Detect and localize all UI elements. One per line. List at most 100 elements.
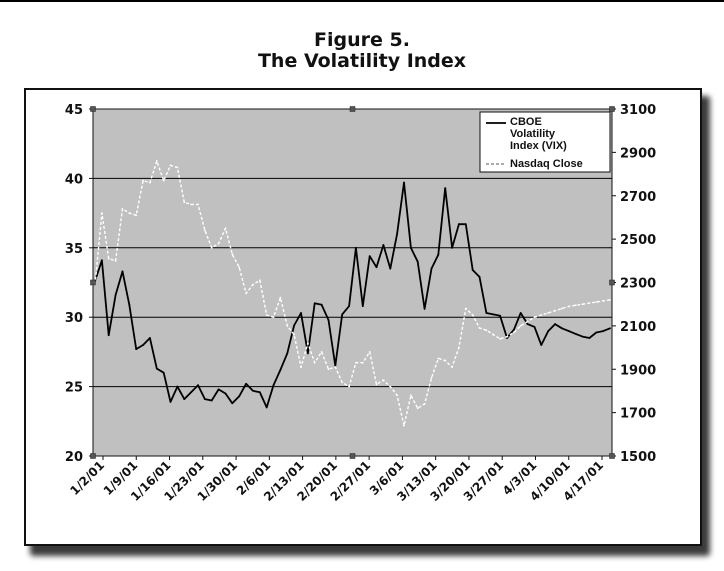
- plot-handle: [609, 453, 615, 459]
- nasdaq-point: [135, 214, 138, 217]
- nasdaq-point: [341, 381, 344, 384]
- nasdaq-point: [519, 324, 522, 327]
- nasdaq-point: [444, 359, 447, 362]
- nasdaq-close-line: [94, 160, 611, 427]
- nasdaq-point: [478, 327, 481, 329]
- vix-point: [142, 344, 144, 346]
- y-left-tick-label: 45: [65, 103, 83, 118]
- y-right-tick-label: 2300: [620, 277, 656, 292]
- nasdaq-point: [183, 201, 186, 204]
- nasdaq-point: [100, 212, 103, 215]
- nasdaq-point: [107, 257, 110, 260]
- vix-point: [561, 327, 563, 330]
- nasdaq-point: [499, 337, 502, 340]
- vix-point: [574, 332, 577, 335]
- vix-point: [567, 330, 570, 332]
- vix-point: [458, 223, 460, 226]
- plot-handle: [609, 279, 615, 286]
- y-right-tick-label: 2500: [620, 233, 656, 248]
- plot-handle: [90, 453, 96, 459]
- y-right-tick-label: 1700: [620, 407, 656, 422]
- vix-point: [355, 246, 357, 249]
- nasdaq-point: [595, 301, 598, 303]
- nasdaq-point: [190, 203, 193, 206]
- vix-point: [176, 385, 179, 388]
- vix-point: [554, 323, 556, 326]
- vix-point: [492, 313, 495, 316]
- vix-point: [217, 388, 220, 391]
- vix-point: [382, 244, 385, 246]
- nasdaq-point: [554, 309, 556, 312]
- nasdaq-point: [245, 292, 247, 295]
- vix-point: [293, 324, 296, 327]
- plot-handle: [90, 279, 96, 286]
- vix-point: [100, 259, 103, 262]
- vix-point: [231, 402, 234, 405]
- figure-title: Figure 5. The Volatility Index: [0, 30, 724, 72]
- vix-point: [464, 223, 467, 226]
- y-left-tick-label: 40: [65, 172, 83, 187]
- vix-point: [128, 303, 131, 306]
- vix-point: [437, 253, 440, 256]
- nasdaq-point: [602, 300, 605, 302]
- y-right-tick-label: 2900: [620, 146, 656, 161]
- figure-heading: The Volatility Index: [257, 50, 467, 72]
- nasdaq-point: [547, 311, 550, 314]
- nasdaq-point: [567, 305, 570, 308]
- y-left-tick-label: 25: [65, 381, 83, 396]
- nasdaq-point: [217, 242, 220, 245]
- y-left-tick-label: 35: [65, 242, 83, 257]
- vix-point: [588, 337, 591, 339]
- vix-point: [368, 255, 371, 258]
- nasdaq-point: [533, 316, 536, 319]
- nasdaq-point: [114, 259, 117, 262]
- nasdaq-point: [306, 342, 309, 345]
- nasdaq-point: [162, 179, 165, 182]
- vix-point: [203, 398, 206, 400]
- nasdaq-point: [327, 368, 330, 371]
- vix-point: [512, 328, 515, 331]
- vix-point: [265, 406, 268, 409]
- vix-point: [320, 303, 323, 306]
- vix-point: [279, 369, 282, 371]
- vix-point: [313, 302, 316, 305]
- nasdaq-point: [203, 229, 206, 232]
- nasdaq-point: [142, 179, 144, 182]
- vix-point: [114, 294, 117, 296]
- nasdaq-point: [286, 324, 289, 327]
- plot-handle: [349, 453, 356, 459]
- nasdaq-point: [382, 379, 385, 381]
- vix-point: [396, 233, 399, 235]
- nasdaq-point: [492, 333, 495, 336]
- vix-point: [306, 352, 309, 355]
- vix-point: [361, 305, 364, 307]
- vix-point: [581, 335, 584, 338]
- nasdaq-point: [485, 329, 488, 332]
- vix-point: [169, 400, 172, 403]
- nasdaq-point: [149, 181, 151, 184]
- nasdaq-point: [121, 207, 124, 210]
- nasdaq-point: [409, 394, 412, 397]
- vix-point: [409, 246, 412, 249]
- nasdaq-point: [437, 357, 440, 360]
- nasdaq-point: [389, 385, 392, 388]
- nasdaq-point: [588, 302, 591, 305]
- nasdaq-point: [403, 424, 405, 427]
- vix-point: [389, 267, 392, 270]
- y-right-tick-label: 3100: [620, 103, 656, 118]
- vix-point: [327, 319, 330, 321]
- nasdaq-point: [526, 320, 529, 323]
- vix-point: [499, 314, 502, 317]
- plot-handle: [609, 106, 615, 112]
- legend-vix-label: CBOE Volatility Index (VIX): [510, 116, 567, 152]
- vix-point: [471, 269, 474, 271]
- vix-point: [334, 364, 337, 367]
- vix-point: [348, 305, 350, 307]
- nasdaq-point: [375, 383, 378, 386]
- figure-label: Figure 5.: [314, 29, 410, 51]
- vix-point: [423, 307, 426, 310]
- nasdaq-point: [355, 361, 357, 364]
- nasdaq-point: [609, 298, 611, 301]
- nasdaq-point: [313, 361, 316, 364]
- nasdaq-point: [458, 346, 460, 349]
